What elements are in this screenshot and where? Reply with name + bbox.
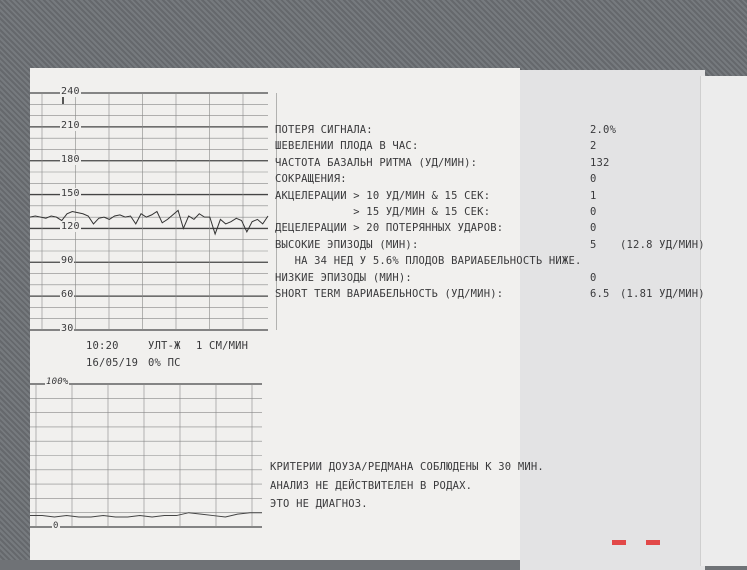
report-value: 0 bbox=[590, 206, 597, 218]
report-value: 5 bbox=[590, 238, 597, 251]
footer-line: ЭТО НЕ ДИАГНОЗ. bbox=[270, 498, 368, 510]
fhr-trace bbox=[29, 209, 269, 236]
fhr-tick-label: 120 bbox=[60, 221, 81, 233]
report-label: ДЕЦЕЛЕРАЦИИ > 20 ПОТЕРЯННЫХ УДАРОВ: bbox=[275, 222, 504, 235]
report-label: SHORT TERM ВАРИАБЕЛЬНОСТЬ (УД/МИН): bbox=[275, 288, 504, 300]
fhr-tick-label: 210 bbox=[60, 119, 81, 131]
toco-top-label: 100% bbox=[45, 377, 70, 387]
fhr-tick-label: 60 bbox=[60, 289, 75, 301]
report-label: НИЗКИЕ ЭПИЗОДЫ (МИН): bbox=[275, 271, 412, 284]
fhr-tick-label: 180 bbox=[60, 153, 81, 165]
paper-edge bbox=[700, 76, 747, 566]
fhr-tick-label: 150 bbox=[60, 187, 81, 199]
report-value: 2.0% bbox=[590, 124, 617, 136]
report-extra: (12.8 УД/МИН) bbox=[620, 238, 705, 251]
report-value: 0 bbox=[590, 173, 597, 186]
footer-line: АНАЛИЗ НЕ ДЕЙСТВИТЕЛЕН В РОДАХ. bbox=[270, 479, 473, 492]
report-label: НА 34 НЕД У 5.6% ПЛОДОВ ВАРИАБЕЛЬНОСТЬ Н… bbox=[275, 255, 582, 268]
fhr-tick-label: 240 bbox=[60, 86, 81, 97]
report-label: ВЫСОКИЕ ЭПИЗОДЫ (МИН): bbox=[275, 238, 419, 251]
paper-fold bbox=[520, 70, 705, 570]
ctg-printout bbox=[30, 68, 520, 560]
toco-trace bbox=[30, 512, 262, 518]
page-marker bbox=[612, 540, 626, 545]
fhr-tick-label: 90 bbox=[60, 255, 75, 267]
report-label: ЧАСТОТА БАЗАЛЬН РИТМА (УД/МИН): bbox=[275, 156, 478, 169]
report-value: 2 bbox=[590, 140, 597, 153]
report-label: ПОТЕРЯ СИГНАЛА: bbox=[275, 124, 373, 136]
time-label: 10:20 bbox=[86, 340, 119, 352]
report-value: 0 bbox=[590, 222, 597, 235]
report-label: АКЦЕЛЕРАЦИИ > 10 УД/МИН & 15 СЕК: bbox=[275, 189, 491, 202]
signal-loss-label: 0% ПС bbox=[148, 357, 181, 369]
report-value: 0 bbox=[590, 271, 597, 284]
footer-line: КРИТЕРИИ ДОУЗА/РЕДМАНА СОБЛЮДЕНЫ К 30 МИ… bbox=[270, 461, 544, 473]
report-value: 132 bbox=[590, 156, 610, 169]
report-extra: (1.81 УД/МИН) bbox=[620, 288, 705, 300]
mode-label: УЛТ-Ж bbox=[148, 340, 181, 352]
report-value: 1 bbox=[590, 189, 597, 202]
report-value: 6.5 bbox=[590, 288, 610, 300]
date-label: 16/05/19 bbox=[86, 357, 139, 369]
toco-bottom-label: 0 bbox=[52, 521, 60, 531]
fhr-tick-label: 30 bbox=[60, 323, 75, 334]
report-label: СОКРАЩЕНИЯ: bbox=[275, 173, 347, 186]
report-label: > 15 УД/МИН & 15 СЕК: bbox=[275, 206, 491, 218]
report-label: ШЕВЕЛЕНИИ ПЛОДА В ЧАС: bbox=[275, 140, 419, 153]
page-marker bbox=[646, 540, 660, 545]
toco-chart bbox=[30, 383, 262, 528]
speed-label: 1 СМ/МИН bbox=[196, 340, 249, 352]
